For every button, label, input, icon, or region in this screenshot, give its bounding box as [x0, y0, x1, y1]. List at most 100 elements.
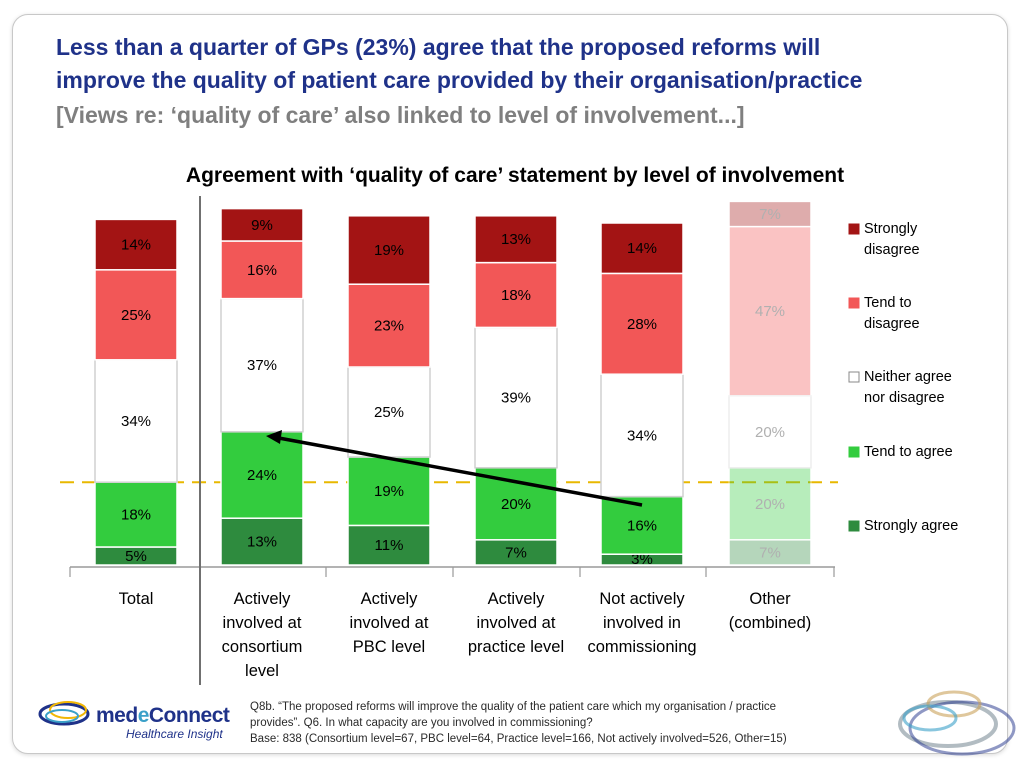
data-label-strongly-disagree-0: 14% — [121, 237, 151, 254]
data-label-neither-agree-nor-disagree-2: 25% — [374, 404, 404, 421]
data-label-strongly-disagree-3: 13% — [501, 231, 531, 248]
bar-segment-neither-agree-nor-disagree-1 — [220, 297, 304, 433]
bar-segment-neither-agree-nor-disagree-3 — [474, 326, 558, 469]
bar-segment-strongly-disagree-4 — [600, 222, 684, 275]
legend-swatch-strongly-disagree — [848, 223, 860, 235]
category-label-1-line-1: involved at — [223, 614, 302, 632]
data-label-tend-to-agree-1: 24% — [247, 467, 277, 484]
category-label-2-line-1: involved at — [350, 614, 429, 632]
data-label-strongly-disagree-5: 7% — [759, 206, 781, 223]
bar-segment-tend-to-disagree-2 — [347, 283, 431, 368]
data-label-tend-to-disagree-2: 23% — [374, 318, 404, 335]
brand-name-part-3: Connect — [148, 704, 230, 727]
bar-segment-tend-to-disagree-4 — [600, 272, 684, 375]
legend-label-tend-to-agree-line-0: Tend to agree — [864, 444, 953, 460]
data-label-tend-to-disagree-3: 18% — [501, 287, 531, 304]
category-label-2-line-2: PBC level — [353, 638, 425, 656]
legend-label-strongly-agree-line-0: Strongly agree — [864, 518, 958, 534]
data-label-tend-to-agree-2: 19% — [374, 483, 404, 500]
data-label-tend-to-disagree-0: 25% — [121, 307, 151, 324]
category-label-4-line-2: commissioning — [587, 638, 696, 656]
trend-arrow-shaft — [275, 435, 643, 507]
bar-segment-strongly-agree-3 — [474, 539, 558, 566]
brand-name-part-2: e — [137, 704, 150, 727]
data-label-tend-to-disagree-1: 16% — [247, 262, 277, 279]
data-label-tend-to-disagree-4: 28% — [627, 316, 657, 333]
bar-segment-tend-to-disagree-0 — [94, 269, 178, 361]
bar-segment-tend-to-agree-2 — [347, 456, 431, 527]
data-label-strongly-agree-1: 13% — [247, 534, 277, 551]
data-label-strongly-agree-3: 7% — [505, 544, 527, 561]
legend-swatch-tend-to-disagree — [848, 297, 860, 309]
bar-segment-strongly-disagree-5 — [728, 200, 812, 228]
decorative-rings-icon — [898, 690, 1016, 756]
data-label-tend-to-agree-4: 16% — [627, 517, 657, 534]
logo-swirl-icon — [38, 701, 90, 726]
category-label-1-line-0: Actively — [234, 590, 292, 608]
bar-segment-neither-agree-nor-disagree-0 — [94, 359, 178, 483]
legend-label-neither-agree-nor-disagree-line-0: Neither agree — [864, 369, 952, 385]
bar-segment-strongly-agree-5 — [728, 539, 812, 566]
data-label-neither-agree-nor-disagree-3: 39% — [501, 390, 531, 407]
data-label-strongly-disagree-1: 9% — [251, 217, 273, 234]
legend-label-tend-to-disagree-line-1: disagree — [864, 316, 920, 332]
data-label-strongly-agree-2: 11% — [375, 537, 404, 554]
bar-segment-tend-to-agree-0 — [94, 481, 178, 548]
category-label-3-line-2: practice level — [468, 638, 564, 656]
slide-title: Less than a quarter of GPs (23%) agree t… — [56, 31, 996, 97]
bar-segment-neither-agree-nor-disagree-4 — [600, 373, 684, 498]
bar-segment-strongly-disagree-3 — [474, 215, 558, 264]
data-label-strongly-disagree-2: 19% — [374, 242, 404, 259]
data-label-neither-agree-nor-disagree-5: 20% — [755, 424, 785, 441]
category-label-3-line-1: involved at — [477, 614, 556, 632]
slide-subtitle: [Views re: ‘quality of care’ also linked… — [56, 102, 745, 128]
bar-segment-strongly-agree-1 — [220, 517, 304, 566]
data-label-tend-to-disagree-5: 47% — [755, 303, 785, 320]
brand-tagline: Healthcare Insight — [126, 727, 223, 741]
category-label-5-line-1: (combined) — [729, 614, 812, 632]
brand-name: medeConnect — [96, 704, 230, 728]
footnote: Q8b. “The proposed reforms will improve … — [250, 699, 870, 747]
data-label-strongly-disagree-4: 14% — [627, 240, 657, 257]
legend-swatch-tend-to-agree — [848, 446, 860, 458]
legend-swatch-strongly-agree — [848, 520, 860, 532]
data-label-tend-to-agree-3: 20% — [501, 496, 531, 513]
category-label-3-line-0: Actively — [488, 590, 546, 608]
title-line-1: Less than a quarter of GPs (23%) agree t… — [56, 34, 821, 60]
bar-segment-tend-to-disagree-3 — [474, 261, 558, 329]
bar-segment-strongly-disagree-2 — [347, 215, 431, 285]
brand-name-part-1: med — [96, 704, 138, 727]
legend-swatch-neither-agree-nor-disagree — [848, 371, 860, 383]
footnote-line-2: provides”. Q6. In what capacity are you … — [250, 717, 593, 729]
legend-label-strongly-disagree-line-0: Strongly — [864, 221, 918, 237]
footnote-line-1: Q8b. “The proposed reforms will improve … — [250, 701, 777, 713]
legend-label-neither-agree-nor-disagree-line-1: nor disagree — [864, 390, 945, 406]
data-label-strongly-agree-4: 3% — [631, 551, 653, 568]
bar-segment-tend-to-agree-3 — [474, 467, 558, 541]
bar-segment-tend-to-agree-4 — [600, 495, 684, 555]
category-label-4-line-0: Not actively — [599, 590, 685, 608]
chart-title: Agreement with ‘quality of care’ stateme… — [185, 164, 845, 187]
bar-segment-tend-to-disagree-5 — [728, 225, 812, 397]
bar-segment-tend-to-agree-1 — [220, 431, 304, 519]
stacked-bar-chart: 5% 18% 34% 25% 14% 13% 24% 37% 16% 9% 11% 19% 25% 23%… — [60, 196, 958, 685]
bar-segment-strongly-disagree-0 — [94, 218, 178, 271]
bar-segment-tend-to-agree-5 — [728, 467, 812, 541]
bar-segment-neither-agree-nor-disagree-5 — [728, 395, 812, 469]
data-label-strongly-agree-5: 7% — [759, 544, 781, 561]
data-label-neither-agree-nor-disagree-1: 37% — [247, 357, 277, 374]
category-label-1-line-2: consortium — [222, 638, 303, 656]
category-label-2-line-0: Actively — [361, 590, 419, 608]
data-label-neither-agree-nor-disagree-0: 34% — [121, 413, 151, 430]
category-label-1-line-3: level — [245, 662, 279, 680]
data-label-tend-to-agree-5: 20% — [755, 496, 785, 513]
category-label-5-line-0: Other — [749, 590, 791, 608]
data-label-strongly-agree-0: 5% — [125, 548, 147, 565]
bar-segment-tend-to-disagree-1 — [220, 240, 304, 300]
trend-arrow-head — [266, 430, 282, 444]
data-label-tend-to-agree-0: 18% — [121, 507, 151, 524]
bar-segment-strongly-disagree-1 — [220, 207, 304, 242]
legend-label-tend-to-disagree-line-0: Tend to — [864, 295, 912, 311]
legend-label-strongly-disagree-line-1: disagree — [864, 242, 920, 258]
category-label-0-line-0: Total — [119, 590, 154, 608]
